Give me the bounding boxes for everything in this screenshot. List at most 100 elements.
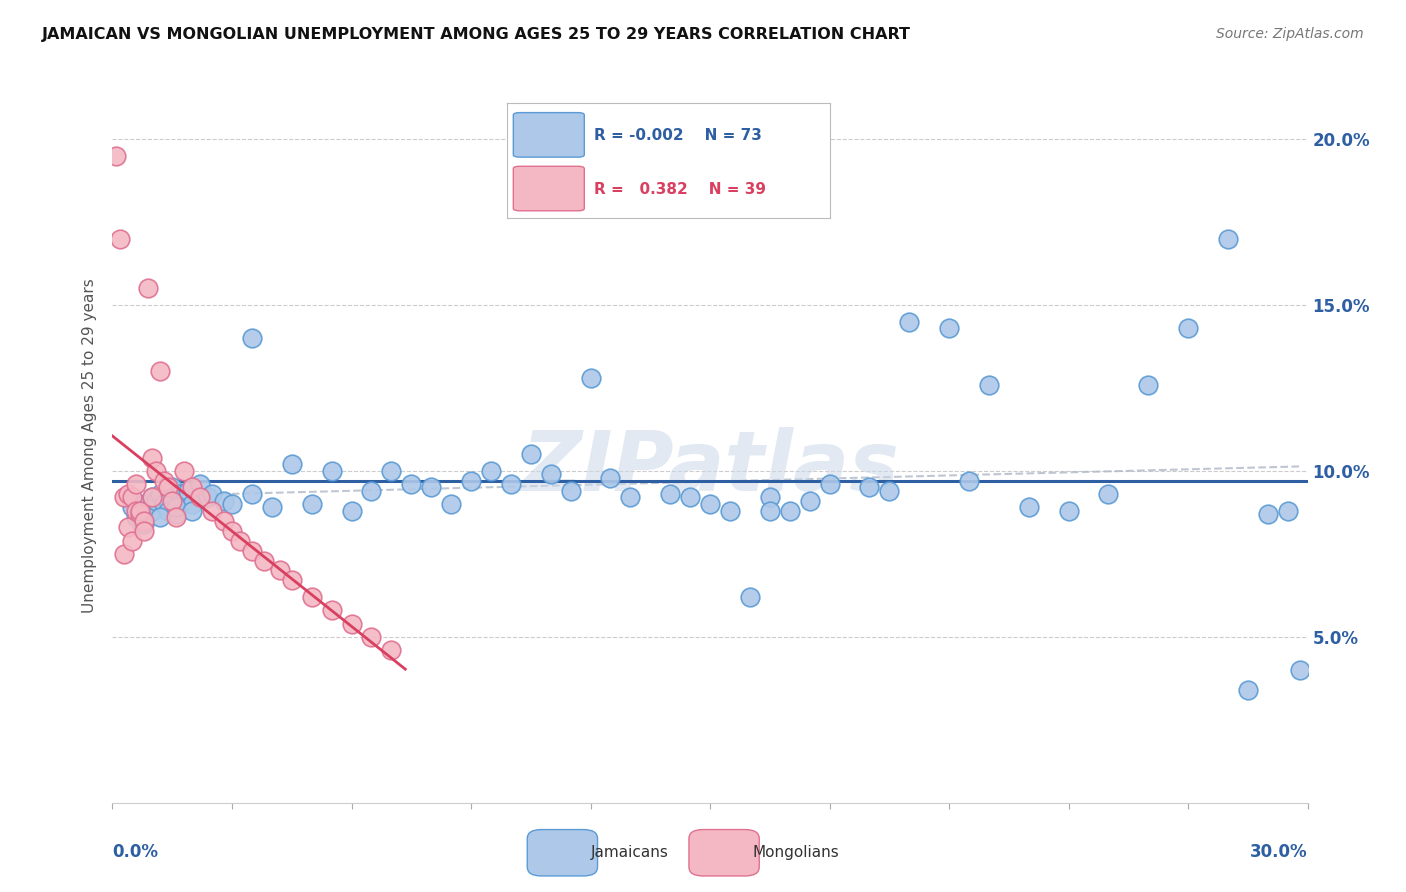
Point [145,464,167,478]
Point [360,483,382,498]
Point [540,467,562,482]
Point [129,504,152,518]
Point [977,377,1000,392]
Point [281,457,304,471]
Text: JAMAICAN VS MONGOLIAN UNEMPLOYMENT AMONG AGES 25 TO 29 YEARS CORRELATION CHART: JAMAICAN VS MONGOLIAN UNEMPLOYMENT AMONG… [42,27,911,42]
Point [260,500,283,515]
Point [898,314,921,328]
Point [699,497,721,511]
Point [181,504,204,518]
Point [240,543,263,558]
Point [579,371,602,385]
Point [759,491,782,505]
Point [181,481,204,495]
Point [679,491,702,505]
Point [401,477,423,491]
Point [145,493,167,508]
Point [165,500,187,515]
Point [1277,504,1299,518]
Point [229,533,252,548]
Text: 30.0%: 30.0% [1250,843,1308,861]
Point [134,497,156,511]
Point [117,487,139,501]
Point [619,491,641,505]
Point [301,497,323,511]
Point [141,491,163,505]
Point [738,590,761,604]
Point [1216,231,1239,245]
Point [149,487,172,501]
Point [321,603,343,617]
Point [269,564,291,578]
Point [134,516,156,531]
Text: Source: ZipAtlas.com: Source: ZipAtlas.com [1216,27,1364,41]
Point [129,507,152,521]
Point [121,491,143,505]
Point [138,281,160,295]
Point [240,331,263,345]
Point [188,491,211,505]
Point [858,481,880,495]
Point [440,497,463,511]
Point [799,493,821,508]
Point [1018,500,1040,515]
Point [221,497,243,511]
Point [281,574,304,588]
Point [165,510,187,524]
Point [134,524,156,538]
Point [162,481,183,495]
Point [240,487,263,501]
Point [177,483,200,498]
Point [141,504,163,518]
Point [201,487,224,501]
Point [380,643,402,657]
Point [212,493,235,508]
Point [659,487,682,501]
Point [321,464,343,478]
Point [157,481,180,495]
Point [1137,377,1160,392]
Point [149,364,172,378]
Point [188,477,211,491]
Text: Jamaicans: Jamaicans [591,846,668,860]
Point [779,504,801,518]
Point [759,504,782,518]
Point [499,477,522,491]
Point [340,504,363,518]
Point [420,481,443,495]
Point [117,520,139,534]
Text: ZIPatlas: ZIPatlas [522,427,898,508]
Point [153,497,176,511]
Point [125,477,148,491]
Point [301,590,323,604]
Point [141,491,163,505]
Point [173,493,195,508]
Point [114,491,135,505]
Point [114,547,135,561]
Point [105,148,128,162]
Point [1177,321,1199,335]
Point [125,510,148,524]
Point [599,470,621,484]
Text: Mongolians: Mongolians [752,846,839,860]
Point [157,504,180,518]
Point [1237,682,1260,697]
Point [221,524,243,538]
Point [1057,504,1080,518]
Point [173,464,195,478]
Point [212,514,235,528]
Point [125,504,148,518]
Point [1257,507,1279,521]
Point [165,507,187,521]
Point [818,477,841,491]
Point [1097,487,1119,501]
Point [153,474,176,488]
Point [380,464,402,478]
Point [134,514,156,528]
Point [1288,663,1310,677]
Point [121,533,143,548]
Point [138,507,160,521]
Point [938,321,960,335]
Point [718,504,741,518]
Point [129,514,152,528]
